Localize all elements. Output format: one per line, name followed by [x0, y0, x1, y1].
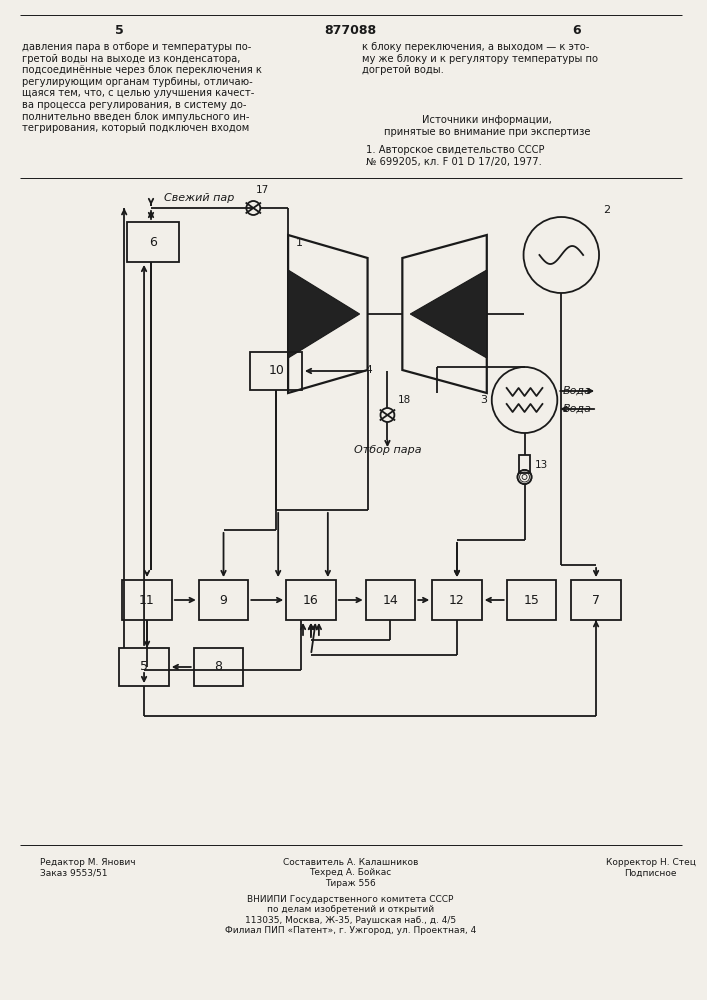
Text: 1. Авторское свидетельство СССР
№ 699205, кл. F 01 D 17/20, 1977.: 1. Авторское свидетельство СССР № 699205…	[366, 145, 544, 167]
Text: Вода: Вода	[562, 386, 591, 396]
Text: к блоку переключения, а выходом — к это-
му же блоку и к регулятору температуры : к блоку переключения, а выходом — к это-…	[361, 42, 597, 75]
Bar	[127, 222, 179, 262]
Text: ВНИИПИ Государственного комитета СССР
по делам изобретений и открытий
113035, Мо: ВНИИПИ Государственного комитета СССР по…	[225, 895, 477, 935]
Text: 4: 4	[366, 365, 372, 375]
Text: 17: 17	[257, 185, 269, 195]
Text: 14: 14	[382, 593, 398, 606]
Text: Отбор пара: Отбор пара	[354, 445, 421, 455]
Text: 10: 10	[268, 364, 284, 377]
Text: 13: 13	[534, 460, 548, 470]
Text: 6: 6	[149, 235, 157, 248]
Bar	[366, 580, 415, 620]
Text: 16: 16	[303, 593, 319, 606]
Bar	[250, 352, 302, 390]
Bar	[507, 580, 556, 620]
Text: 2: 2	[603, 205, 610, 215]
Text: Редактор М. Янович
Заказ 9553/51: Редактор М. Янович Заказ 9553/51	[40, 858, 135, 877]
Text: Источники информации,
принятые во внимание при экспертизе: Источники информации, принятые во вниман…	[383, 115, 590, 137]
Text: 8: 8	[214, 660, 223, 674]
Bar	[286, 580, 336, 620]
Bar	[199, 580, 248, 620]
Text: 15: 15	[524, 593, 539, 606]
Text: 877088: 877088	[325, 23, 377, 36]
Text: 5: 5	[140, 660, 148, 674]
Bar	[432, 580, 481, 620]
Polygon shape	[410, 270, 487, 358]
Text: 12: 12	[449, 593, 465, 606]
Bar	[518, 455, 530, 473]
Text: 3: 3	[480, 395, 487, 405]
Text: Корректор Н. Стец
Подписное: Корректор Н. Стец Подписное	[606, 858, 696, 877]
Text: Вода: Вода	[562, 404, 591, 414]
Bar	[194, 648, 243, 686]
Text: Свежий пар: Свежий пар	[164, 193, 234, 203]
Bar	[122, 580, 172, 620]
Text: 9: 9	[220, 593, 228, 606]
Bar	[119, 648, 169, 686]
Text: давления пара в отборе и температуры по-
гретой воды на выходе из конденсатора,
: давления пара в отборе и температуры по-…	[22, 42, 262, 133]
Text: 1: 1	[296, 238, 303, 248]
Bar	[571, 580, 621, 620]
Text: 7: 7	[592, 593, 600, 606]
Polygon shape	[288, 270, 360, 358]
Text: 6: 6	[572, 23, 580, 36]
Text: 5: 5	[115, 23, 124, 36]
Text: Составитель А. Калашников
Техред А. Бойкас
Тираж 556: Составитель А. Калашников Техред А. Бойк…	[283, 858, 419, 888]
Text: 11: 11	[139, 593, 155, 606]
Text: 18: 18	[397, 395, 411, 405]
